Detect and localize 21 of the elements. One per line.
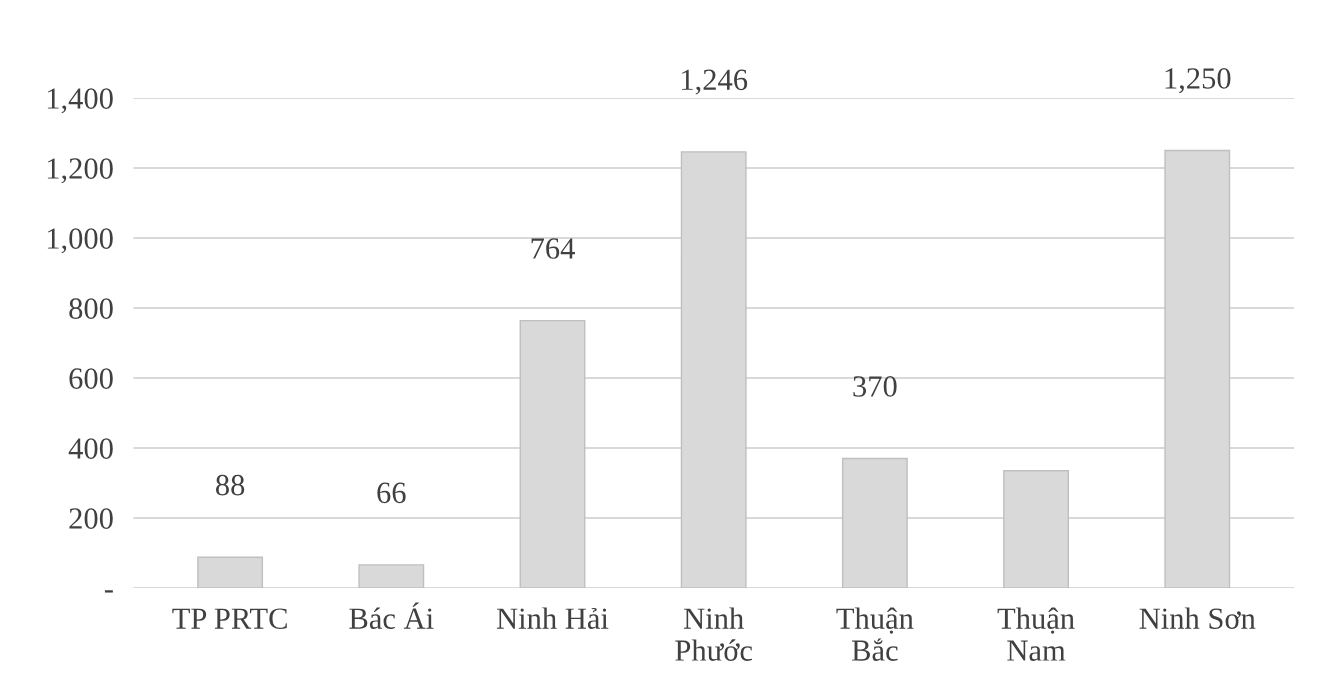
y-tick-label: 1,400: [47, 88, 113, 114]
y-tick-label: 1,000: [47, 228, 113, 254]
x-tick-label: Ninh Hải: [496, 607, 609, 629]
data-label: 764: [531, 238, 575, 259]
data-label: 66: [377, 482, 406, 504]
x-tick-label: Thuận Nam: [997, 607, 1075, 661]
x-tick-label: TP PRTC: [172, 608, 287, 629]
y-tick-label: -: [104, 590, 113, 593]
y-tick-label: 400: [68, 438, 113, 459]
data-label: 1,246: [682, 69, 748, 95]
x-tick-label: Thuận Bắc: [836, 607, 914, 661]
data-label: 370: [853, 376, 897, 397]
x-tick-label: Bác Ái: [349, 602, 434, 629]
y-tick-label: 1,200: [47, 158, 113, 184]
y-tick-label: 800: [69, 298, 113, 319]
data-label: 88: [216, 474, 245, 496]
data-label: 1,250: [1165, 68, 1231, 94]
y-tick-label: 200: [69, 508, 113, 529]
y-tick-label: 600: [69, 368, 113, 389]
x-tick-label: Ninh Sơn: [1139, 607, 1256, 629]
x-tick-label: Ninh Phước: [675, 607, 753, 661]
